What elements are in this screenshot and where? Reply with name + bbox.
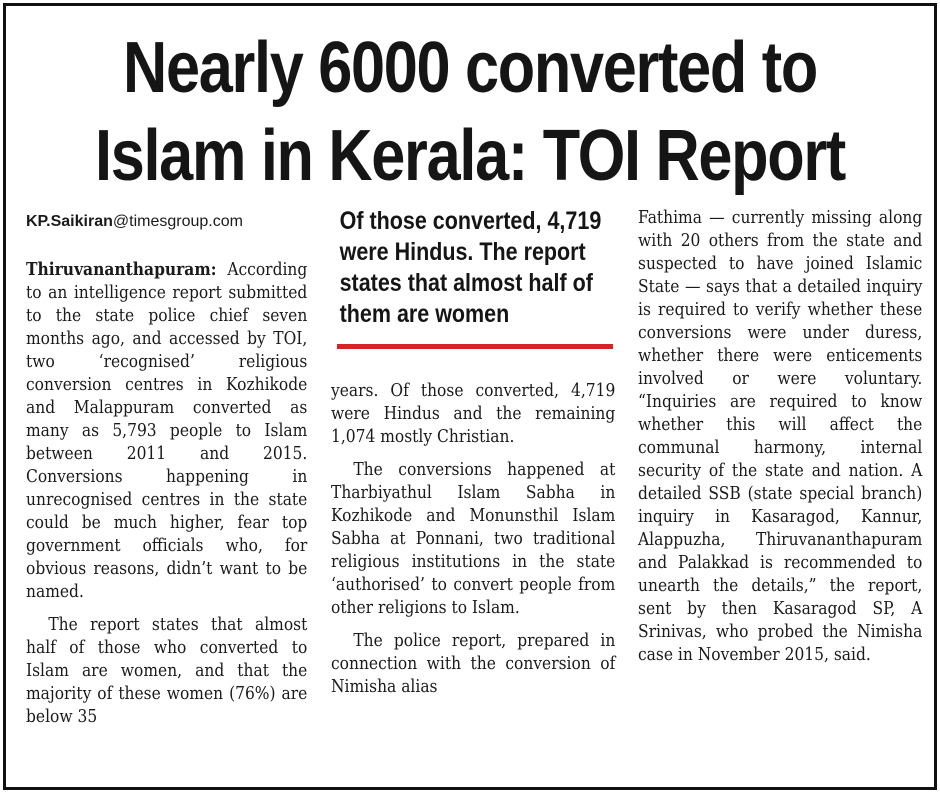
byline: KP.Saikiran@timesgroup.com <box>26 206 308 236</box>
pull-quote: Of those converted, 4,719 were Hindus. T… <box>339 207 602 328</box>
body-paragraph: Fathima — currently missing along with 2… <box>638 207 923 665</box>
headline-line-1: Nearly 6000 converted to <box>123 28 818 108</box>
headline: Nearly 6000 converted to Islam in Kerala… <box>76 24 865 200</box>
body-paragraph: Thiruvananthapuram: According to an inte… <box>26 258 307 603</box>
dateline: Thiruvananthapuram: <box>26 259 217 280</box>
newspaper-clipping: Nearly 6000 converted to Islam in Kerala… <box>3 3 937 790</box>
headline-line-2: Islam in Kerala: TOI Report <box>94 116 846 196</box>
byline-domain: @timesgroup.com <box>112 213 243 230</box>
article-column-1: KP.Saikiran@timesgroup.com Thiruvanantha… <box>26 206 308 728</box>
body-paragraph: The conversions happened at Tharbiyathul… <box>331 459 616 618</box>
pull-quote-rule <box>337 344 613 349</box>
body-paragraph: years. Of those converted, 4,719 were Hi… <box>331 380 616 447</box>
body-paragraph: The report states that almost half of th… <box>26 614 308 727</box>
body-paragraph: The police report, prepared in connectio… <box>331 630 616 697</box>
byline-name: KP.Saikiran <box>26 213 113 230</box>
body-text: According to an intelligence report subm… <box>26 259 308 602</box>
article-column-2: Of those converted, 4,719 were Hindus. T… <box>331 206 616 698</box>
article-column-3: Fathima — currently missing along with 2… <box>638 206 923 666</box>
